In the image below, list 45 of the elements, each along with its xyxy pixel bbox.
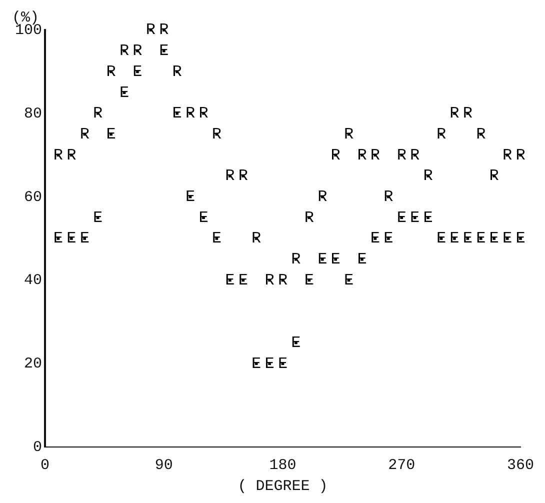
y-tick-label: 80 <box>24 105 42 122</box>
text: E <box>106 125 116 144</box>
text: E <box>93 208 103 227</box>
text: E <box>198 208 208 227</box>
text: E <box>450 230 460 248</box>
text: E <box>370 230 380 248</box>
text: E <box>291 334 301 352</box>
text: E <box>436 230 446 248</box>
text: E <box>304 271 314 290</box>
text: E <box>318 250 328 269</box>
text: E <box>357 250 367 269</box>
text: E <box>225 271 235 290</box>
text: E <box>66 230 76 248</box>
text: E <box>502 230 512 248</box>
text: E <box>132 62 142 81</box>
text: E <box>330 250 340 269</box>
x-axis-title: ( DEGREE ) <box>238 478 328 495</box>
text: E <box>278 354 288 373</box>
x-tick-label: 90 <box>154 456 173 474</box>
text: E <box>423 208 433 227</box>
text: E <box>516 230 526 248</box>
text: E <box>410 208 420 227</box>
x-tick-label: 360 <box>506 456 534 474</box>
x-tick-label: 270 <box>388 456 416 474</box>
text: E <box>119 84 130 102</box>
text: E <box>344 271 354 290</box>
text: E <box>462 230 472 248</box>
text: E <box>252 354 262 373</box>
text: E <box>238 271 248 290</box>
y-tick-label: 60 <box>24 188 42 206</box>
text: E <box>384 230 394 248</box>
text: E <box>212 230 222 248</box>
text: E <box>80 230 90 248</box>
text: E <box>489 230 499 248</box>
y-tick-label: 20 <box>24 356 42 373</box>
text: E <box>264 354 274 373</box>
text: E <box>396 208 406 227</box>
y-tick-label: 40 <box>24 272 42 290</box>
series-label: E <box>53 230 64 248</box>
y-tick-label: 0 <box>32 438 42 456</box>
x-tick-label: 180 <box>269 456 296 474</box>
text: E <box>172 104 182 123</box>
text: E <box>476 230 486 248</box>
text: E <box>185 188 196 206</box>
text: E <box>159 42 169 60</box>
